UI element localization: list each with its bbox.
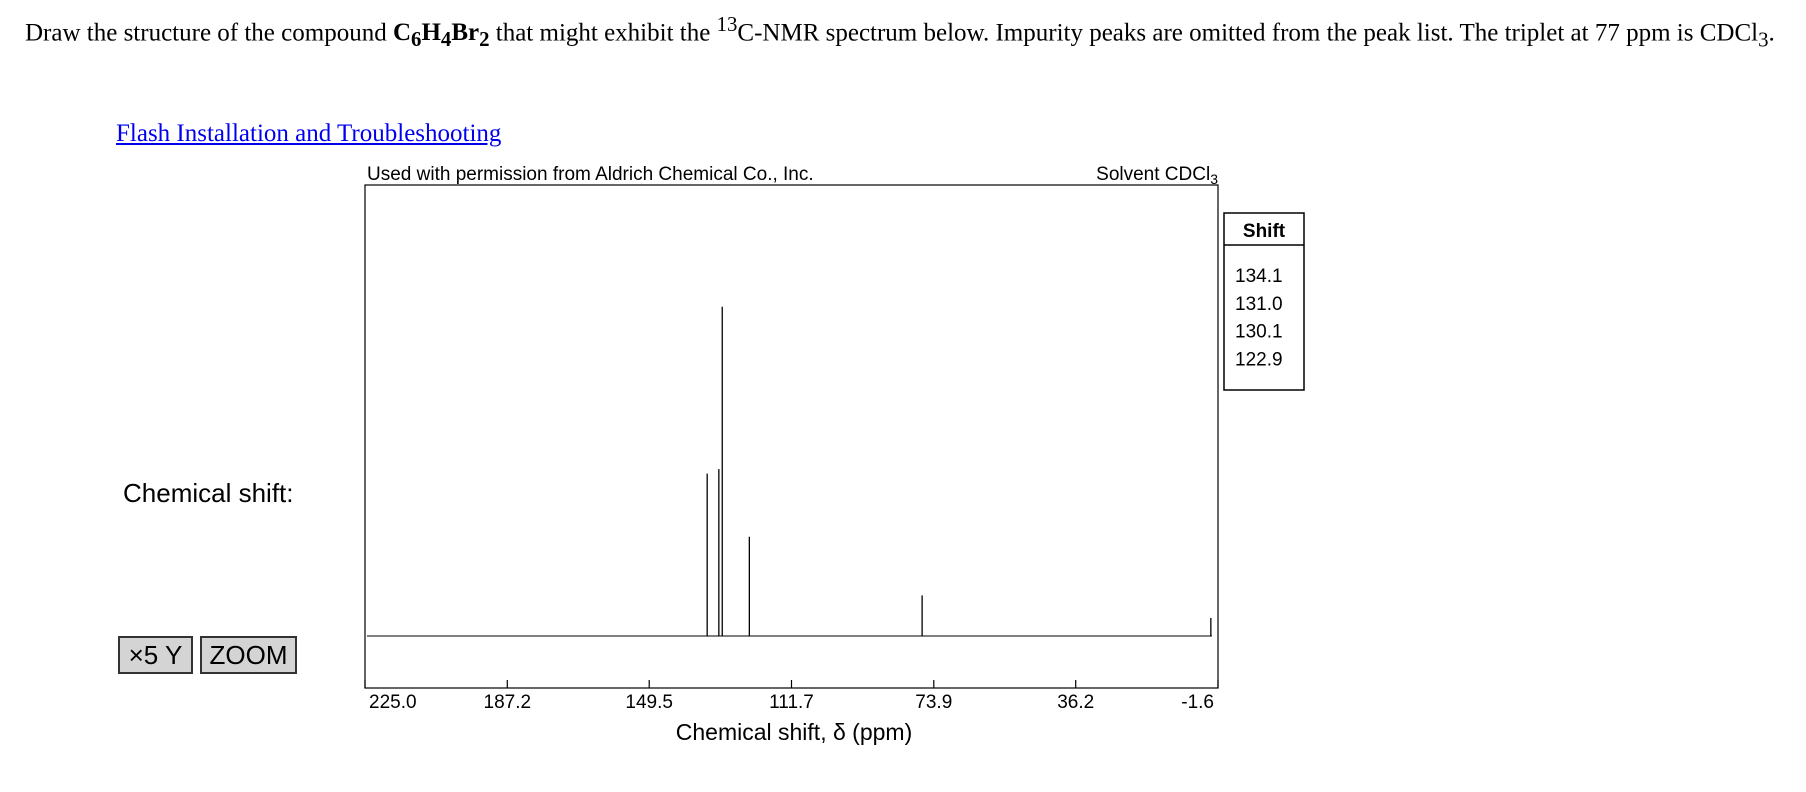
x-tick-label: 187.2 xyxy=(484,692,532,713)
question-text: . xyxy=(1768,19,1775,47)
question-text: that might exhibit the xyxy=(489,19,717,47)
chart-header: Used with permission from Aldrich Chemic… xyxy=(367,164,814,185)
x-tick-label: 225.0 xyxy=(369,692,417,713)
count: 4 xyxy=(440,27,452,52)
element: C xyxy=(392,19,412,47)
formula: C6H4Br2 xyxy=(392,19,490,51)
shift-value: 130.1 xyxy=(1235,322,1283,343)
link[interactable]: Flash Installation and Troubleshooting xyxy=(116,120,502,147)
question-text: Draw the structure of the compound xyxy=(25,19,393,47)
x-tick-label: 111.7 xyxy=(769,692,814,713)
x-axis-label: Chemical shift, δ (ppm) xyxy=(676,719,912,745)
count: 6 xyxy=(411,27,422,52)
element: H xyxy=(421,19,441,47)
question: Draw the structure of the compound C6H4B… xyxy=(25,4,1805,59)
element: Br xyxy=(451,19,480,47)
table-header: Shift xyxy=(1243,221,1286,242)
x-tick-label: 36.2 xyxy=(1057,692,1094,713)
shift-table xyxy=(1223,212,1305,391)
solvent-text: Solvent CDCl xyxy=(1096,164,1210,185)
x-tick-label: -1.6 xyxy=(1181,692,1214,713)
button[interactable]: ZOOM xyxy=(200,636,297,674)
button[interactable]: ×5 Y xyxy=(118,636,193,674)
x-tick-label: 73.9 xyxy=(915,692,952,713)
subscript: 3 xyxy=(1758,27,1769,52)
plot-frame xyxy=(364,184,1219,689)
solvent: Solvent CDCl3 xyxy=(1096,164,1218,187)
x-tick-label: 149.5 xyxy=(625,692,673,713)
shift-value: 134.1 xyxy=(1235,266,1283,287)
question-text: C-NMR spectrum below. Impurity peaks are… xyxy=(737,19,1759,47)
side-label: Chemical shift: xyxy=(123,478,294,508)
shift-value: 122.9 xyxy=(1235,349,1283,370)
shift-value: 131.0 xyxy=(1235,294,1283,315)
isotope: 13 xyxy=(716,12,738,36)
solvent-subscript: 3 xyxy=(1210,171,1218,187)
count: 2 xyxy=(479,27,490,52)
